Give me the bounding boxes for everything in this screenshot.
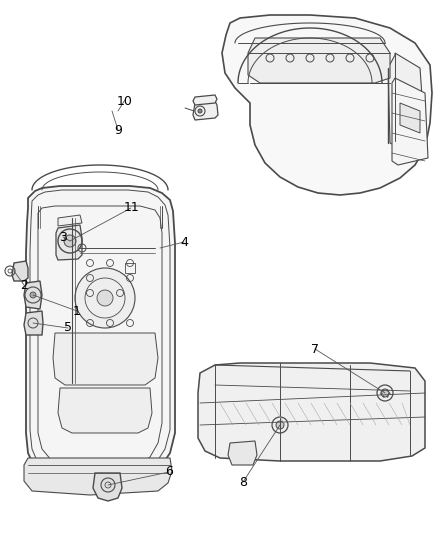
Text: 1: 1	[73, 305, 81, 318]
Polygon shape	[198, 363, 425, 461]
Polygon shape	[248, 38, 390, 83]
Polygon shape	[388, 53, 425, 148]
Text: 10: 10	[117, 95, 133, 108]
Polygon shape	[24, 458, 172, 495]
Text: 3: 3	[60, 231, 67, 244]
Text: 5: 5	[64, 321, 72, 334]
Polygon shape	[24, 311, 43, 335]
Polygon shape	[193, 101, 218, 120]
Polygon shape	[58, 388, 152, 433]
Text: 6: 6	[165, 465, 173, 478]
Polygon shape	[222, 15, 432, 195]
Circle shape	[198, 109, 202, 113]
Circle shape	[64, 235, 76, 247]
Polygon shape	[228, 441, 257, 465]
Polygon shape	[392, 78, 428, 165]
Polygon shape	[26, 186, 175, 488]
Polygon shape	[58, 215, 82, 226]
Text: 4: 4	[180, 236, 188, 249]
Text: 11: 11	[124, 201, 139, 214]
Polygon shape	[24, 281, 42, 309]
Polygon shape	[400, 103, 420, 133]
Text: 9: 9	[114, 124, 122, 137]
Text: 8: 8	[239, 476, 247, 489]
Polygon shape	[56, 225, 82, 260]
Text: 7: 7	[311, 343, 319, 356]
Circle shape	[97, 290, 113, 306]
Polygon shape	[53, 333, 158, 385]
Polygon shape	[193, 95, 217, 105]
Circle shape	[30, 292, 36, 298]
Circle shape	[75, 268, 135, 328]
Text: 2: 2	[20, 279, 28, 292]
Circle shape	[381, 389, 389, 397]
Circle shape	[276, 421, 284, 429]
Polygon shape	[12, 261, 28, 281]
Polygon shape	[93, 473, 122, 501]
